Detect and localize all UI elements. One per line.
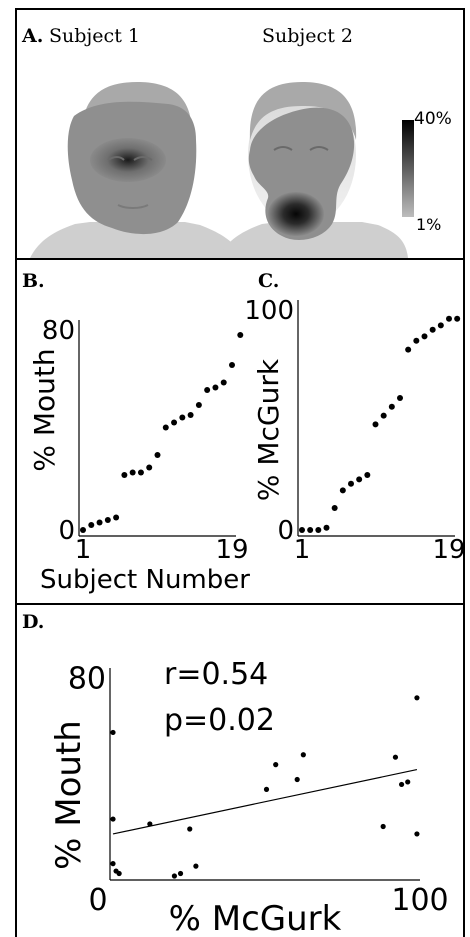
panel-b-data-point — [162, 424, 169, 431]
panel-b-x-tick-label: 19 — [215, 535, 248, 565]
panel-d-data-point — [171, 873, 177, 879]
panel-d-data-point — [110, 861, 116, 867]
panel-d-y-axis-label: % Mouth — [49, 720, 89, 870]
panel-c-x-tick-label: 19 — [432, 535, 465, 565]
panel-c-data-point — [446, 315, 452, 322]
panel-d-data-point — [405, 779, 411, 785]
panel-d-y-tick-label: 80 — [68, 662, 106, 697]
panel-d-data-point — [414, 831, 420, 837]
correlation-p: p=0.02 — [164, 703, 275, 738]
panel-c-data-point — [380, 412, 387, 419]
panel-c-data-point — [331, 505, 338, 511]
panel-b-data-point — [220, 379, 227, 386]
panel-b-data-point — [212, 384, 219, 391]
subject-2-face — [218, 82, 408, 258]
panel-d-data-point — [177, 870, 184, 877]
panel-c-data-point — [388, 403, 395, 410]
panel-b-x-tick-label: 1 — [75, 535, 92, 565]
panel-c-label: C. — [258, 270, 279, 292]
panel-d — [15, 603, 465, 937]
panel-d-x-tick-label: 0 — [88, 883, 107, 918]
panel-b-data-point — [113, 514, 120, 521]
panel-a-label: A. — [21, 25, 43, 47]
panel-b-data-point — [179, 414, 186, 421]
subject-1-title: Subject 1 — [49, 25, 140, 47]
panel-c-data-point — [413, 337, 420, 344]
panel-c-y-tick-label: 0 — [277, 516, 294, 546]
panel-c-data-point — [372, 421, 379, 428]
correlation-r: r=0.54 — [164, 657, 268, 692]
panel-b-y-tick-label: 0 — [58, 516, 75, 546]
panel-c-data-point — [421, 333, 428, 340]
panel-b-data-point — [104, 517, 111, 523]
panel-d-data-point — [398, 781, 405, 788]
panel-a — [15, 8, 465, 260]
panel-b-label: B. — [22, 270, 45, 292]
panel-c-data-point — [348, 480, 354, 487]
panel-d-data-point — [380, 823, 386, 830]
panel-b-data-point — [129, 469, 136, 476]
panel-b-data-point — [237, 332, 244, 338]
panel-d-data-point — [392, 754, 399, 760]
panel-d-fit-line — [112, 768, 418, 835]
panel-d-data-point — [300, 752, 306, 758]
panel-b-data-point — [187, 412, 194, 418]
panel-c-y-axis-label: % McGurk — [252, 358, 285, 501]
panel-c-data-point — [454, 315, 461, 322]
panel-b-data-point — [80, 527, 86, 533]
panel-c-data-point — [339, 487, 346, 494]
panel-d-data-point — [116, 870, 122, 877]
panel-b-data-point — [88, 522, 95, 528]
panel-b-data-point — [96, 519, 103, 526]
panel-c-data-point — [356, 476, 363, 483]
panel-d-label: D. — [22, 611, 44, 633]
colorbar — [402, 120, 414, 217]
panel-c-data-point — [307, 527, 314, 533]
panel-b-data-point — [204, 387, 211, 393]
panel-d-data-point — [187, 826, 193, 832]
colorbar-min-label: 1% — [416, 215, 441, 234]
panel-d-data-point — [414, 695, 420, 701]
panel-d-x-axis-label: % McGurk — [169, 899, 342, 937]
panel-d-data-point — [110, 729, 116, 736]
panel-c-data-point — [397, 395, 403, 401]
panel-c-data-point — [315, 527, 322, 533]
panel-b-data-point — [195, 402, 202, 408]
panel-b-y-axis-label: % Mouth — [28, 348, 61, 471]
panel-b-data-point — [154, 452, 161, 458]
panel-d-data-point — [263, 786, 270, 792]
panel-a-content: A. Subject 1 Subject 2 40% 1% — [21, 25, 452, 258]
subject-2-title: Subject 2 — [262, 25, 353, 47]
panel-c-data-point — [323, 524, 330, 531]
panel-d-data-point — [110, 816, 116, 822]
panel-b-data-point — [121, 472, 128, 478]
panel-c-data-point — [437, 322, 444, 329]
panel-b-data-point — [137, 469, 144, 476]
panel-c-y-tick-label: 100 — [244, 296, 294, 326]
panel-c-data-point — [405, 346, 412, 353]
shared-x-axis-label: Subject Number — [40, 565, 250, 595]
panel-bc — [15, 260, 465, 607]
panel-d-data-point — [273, 762, 279, 768]
panel-c-x-tick-label: 1 — [294, 535, 311, 565]
panel-c-data-point — [429, 326, 436, 333]
panel-b-data-point — [171, 419, 178, 426]
panel-b-y-tick-label: 80 — [42, 316, 75, 346]
panel-d-x-tick-label: 100 — [391, 883, 448, 918]
panel-c-data-point — [364, 472, 371, 478]
panel-d-data-point — [294, 776, 300, 783]
colorbar-max-label: 40% — [414, 109, 452, 129]
panel-d-data-point — [147, 821, 153, 827]
subject-1-face — [30, 82, 244, 258]
panel-b-data-point — [229, 362, 235, 368]
panel-d-data-point — [193, 863, 199, 869]
panel-b-data-point — [146, 464, 153, 471]
panel-c-data-point — [299, 527, 305, 533]
